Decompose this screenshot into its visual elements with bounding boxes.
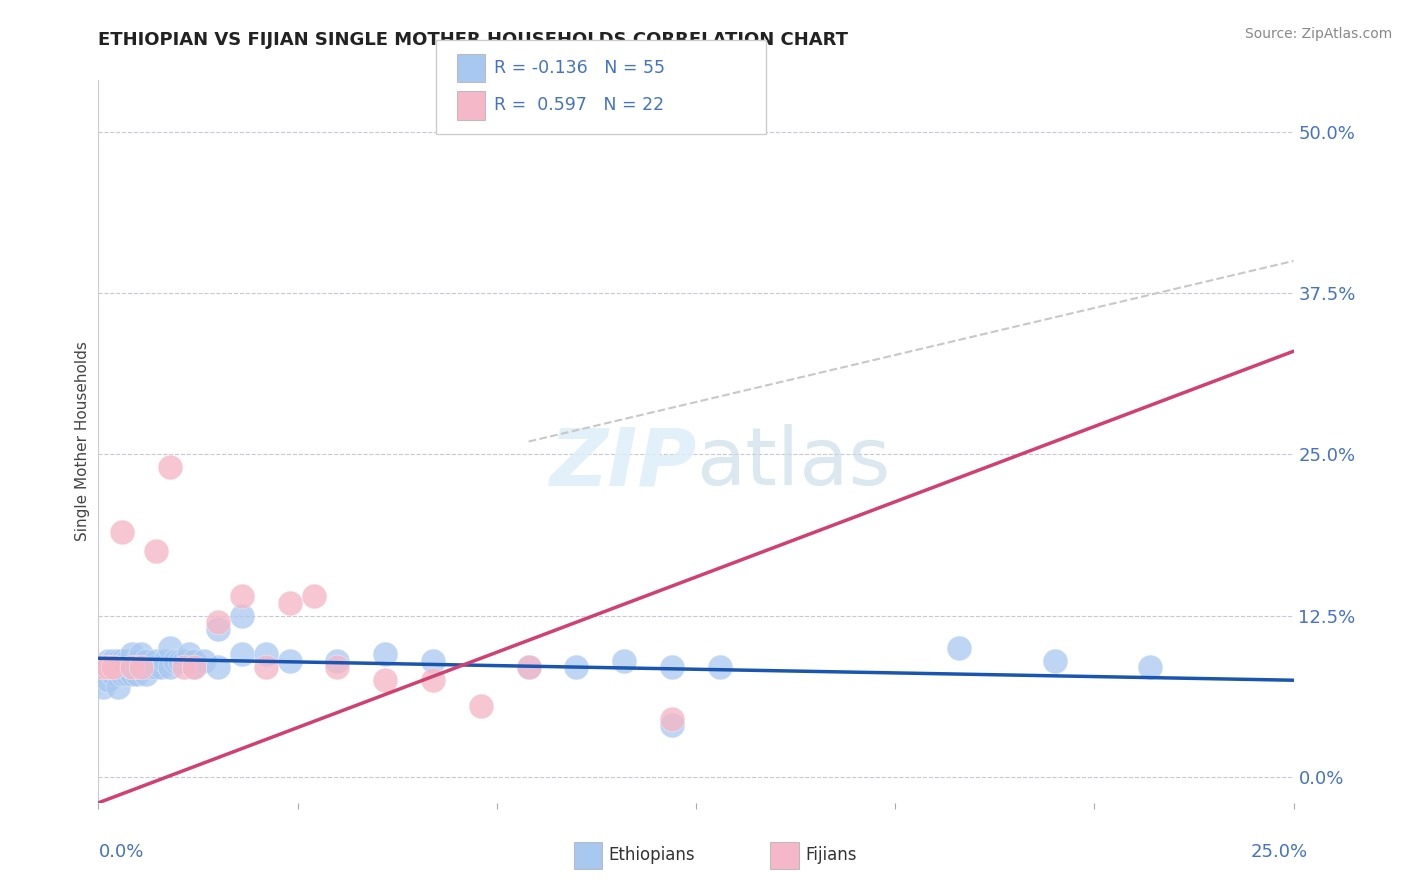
Point — [374, 648, 396, 662]
Point — [193, 654, 215, 668]
Text: ZIP: ZIP — [548, 425, 696, 502]
Point — [139, 660, 162, 674]
Text: Source: ZipAtlas.com: Source: ZipAtlas.com — [1244, 27, 1392, 41]
Point — [1043, 654, 1066, 668]
Point — [125, 666, 148, 681]
Point — [207, 615, 229, 630]
Point — [115, 666, 138, 681]
Point — [948, 640, 970, 655]
Point — [97, 654, 120, 668]
Point — [121, 660, 143, 674]
Point — [207, 660, 229, 674]
Point — [173, 654, 195, 668]
Point — [145, 544, 167, 558]
Point — [179, 648, 201, 662]
Point — [101, 660, 124, 674]
Point — [121, 648, 143, 662]
Text: R = -0.136   N = 55: R = -0.136 N = 55 — [494, 59, 665, 77]
Text: R =  0.597   N = 22: R = 0.597 N = 22 — [494, 96, 664, 114]
Point — [107, 654, 129, 668]
Point — [517, 660, 540, 674]
Point — [111, 524, 134, 539]
Point — [613, 654, 636, 668]
Point — [135, 666, 157, 681]
Point — [661, 718, 683, 732]
Point — [131, 660, 153, 674]
Point — [131, 660, 153, 674]
Point — [231, 648, 253, 662]
Point — [111, 654, 134, 668]
Point — [159, 660, 181, 674]
Text: 25.0%: 25.0% — [1250, 843, 1308, 861]
Text: 0.0%: 0.0% — [98, 843, 143, 861]
Y-axis label: Single Mother Households: Single Mother Households — [75, 342, 90, 541]
Point — [231, 590, 253, 604]
Point — [278, 596, 301, 610]
Point — [91, 660, 114, 674]
Point — [183, 654, 205, 668]
Point — [661, 660, 683, 674]
Point — [121, 660, 143, 674]
Point — [565, 660, 588, 674]
Point — [91, 660, 114, 674]
Point — [91, 680, 114, 694]
Point — [183, 660, 205, 674]
Point — [302, 590, 325, 604]
Point — [326, 660, 349, 674]
Point — [207, 622, 229, 636]
Point — [149, 660, 172, 674]
Point — [169, 654, 191, 668]
Point — [155, 654, 177, 668]
Point — [374, 673, 396, 688]
Point — [125, 654, 148, 668]
Text: Ethiopians: Ethiopians — [609, 847, 696, 864]
Point — [97, 660, 120, 674]
Text: Fijians: Fijians — [806, 847, 858, 864]
Point — [422, 673, 444, 688]
Point — [183, 660, 205, 674]
Point — [173, 660, 195, 674]
Point — [278, 654, 301, 668]
Point — [121, 666, 143, 681]
Point — [326, 654, 349, 668]
Point — [145, 654, 167, 668]
Point — [111, 666, 134, 681]
Point — [101, 666, 124, 681]
Text: ETHIOPIAN VS FIJIAN SINGLE MOTHER HOUSEHOLDS CORRELATION CHART: ETHIOPIAN VS FIJIAN SINGLE MOTHER HOUSEH… — [98, 31, 848, 49]
Point — [517, 660, 540, 674]
Point — [159, 460, 181, 475]
Point — [422, 654, 444, 668]
Text: atlas: atlas — [696, 425, 890, 502]
Point — [709, 660, 731, 674]
Point — [107, 680, 129, 694]
Point — [101, 654, 124, 668]
Point — [1139, 660, 1161, 674]
Point — [470, 699, 492, 714]
Point — [254, 648, 277, 662]
Point — [97, 673, 120, 688]
Point — [159, 640, 181, 655]
Point — [145, 660, 167, 674]
Point — [135, 654, 157, 668]
Point — [254, 660, 277, 674]
Point — [131, 648, 153, 662]
Point — [163, 654, 186, 668]
Point — [661, 712, 683, 726]
Point — [115, 654, 138, 668]
Point — [111, 660, 134, 674]
Point — [231, 608, 253, 623]
